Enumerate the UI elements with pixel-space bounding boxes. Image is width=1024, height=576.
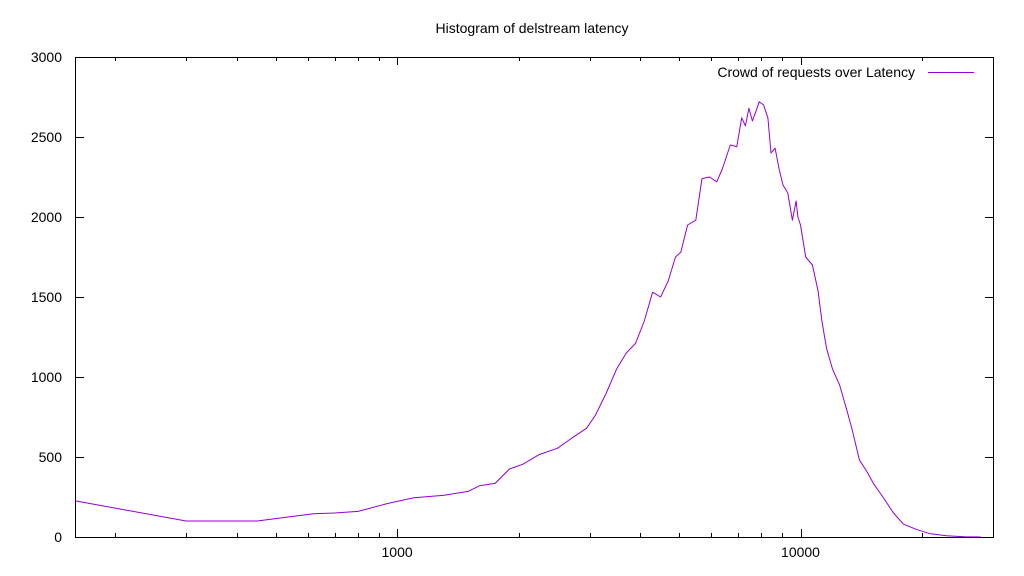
y-tick-label: 1500: [31, 289, 62, 305]
y-tick-label: 2500: [31, 129, 62, 145]
series-line: [75, 101, 981, 538]
x-tick-label: 1000: [382, 544, 413, 560]
y-tick-label: 500: [39, 449, 63, 465]
y-tick-label: 0: [54, 529, 62, 545]
legend-label: Crowd of requests over Latency: [717, 64, 915, 80]
y-tick-label: 2000: [31, 209, 62, 225]
chart-title: Histogram of delstream latency: [436, 20, 629, 36]
x-tick-label: 10000: [781, 544, 820, 560]
plot-frame: [75, 57, 994, 538]
y-axis: 0 500 1000 1500 2000 2500 3000: [31, 49, 993, 545]
y-tick-label: 3000: [31, 49, 62, 65]
legend: Crowd of requests over Latency: [717, 64, 974, 80]
series-layer: [75, 101, 981, 538]
y-tick-label: 1000: [31, 369, 62, 385]
x-axis: 1000 10000: [115, 57, 994, 560]
